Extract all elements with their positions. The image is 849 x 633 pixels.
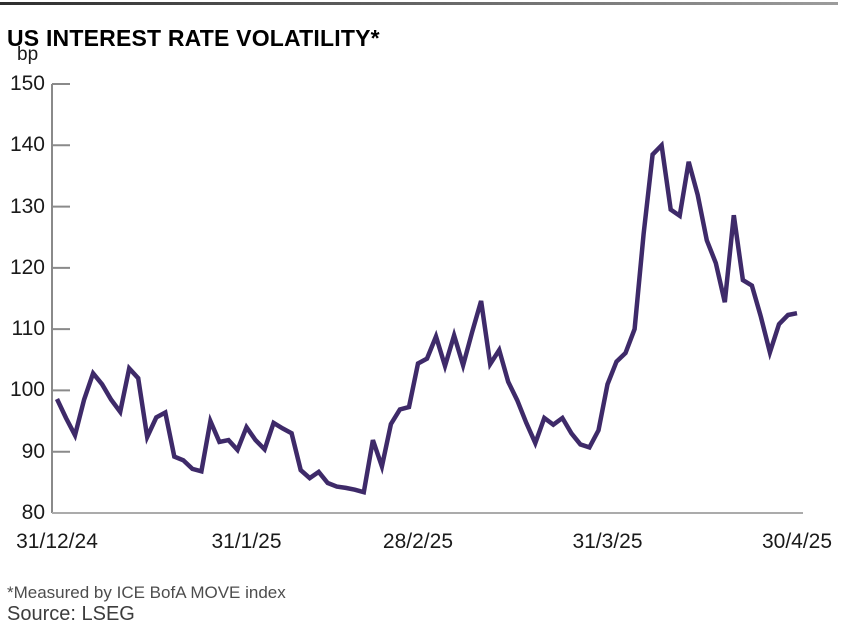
page-title: US INTEREST RATE VOLATILITY* <box>7 25 380 52</box>
top-rule <box>0 2 838 5</box>
volatility-line <box>54 140 798 496</box>
y-tick-label: 80 <box>21 501 45 524</box>
y-tick-label: 120 <box>9 255 45 279</box>
line-chart <box>51 83 803 514</box>
y-axis-unit-label: bp <box>17 44 39 65</box>
y-tick-label: 110 <box>11 317 45 341</box>
y-tick-label: 150 <box>9 72 45 95</box>
source-attribution: Source: LSEG <box>7 603 135 625</box>
x-tick-label: 28/2/25 <box>382 530 454 553</box>
y-tick-label: 90 <box>21 439 45 463</box>
y-tick-label: 100 <box>9 378 45 402</box>
y-tick-label: 140 <box>9 133 45 157</box>
x-tick-label: 31/1/25 <box>211 530 282 553</box>
x-tick-label: 30/4/25 <box>761 530 833 553</box>
x-tick-label: 31/3/25 <box>572 530 643 553</box>
x-tick-label: 31/12/24 <box>16 530 98 553</box>
chart-footnote: *Measured by ICE BofA MOVE index <box>7 583 286 602</box>
y-tick-label: 130 <box>9 194 45 218</box>
